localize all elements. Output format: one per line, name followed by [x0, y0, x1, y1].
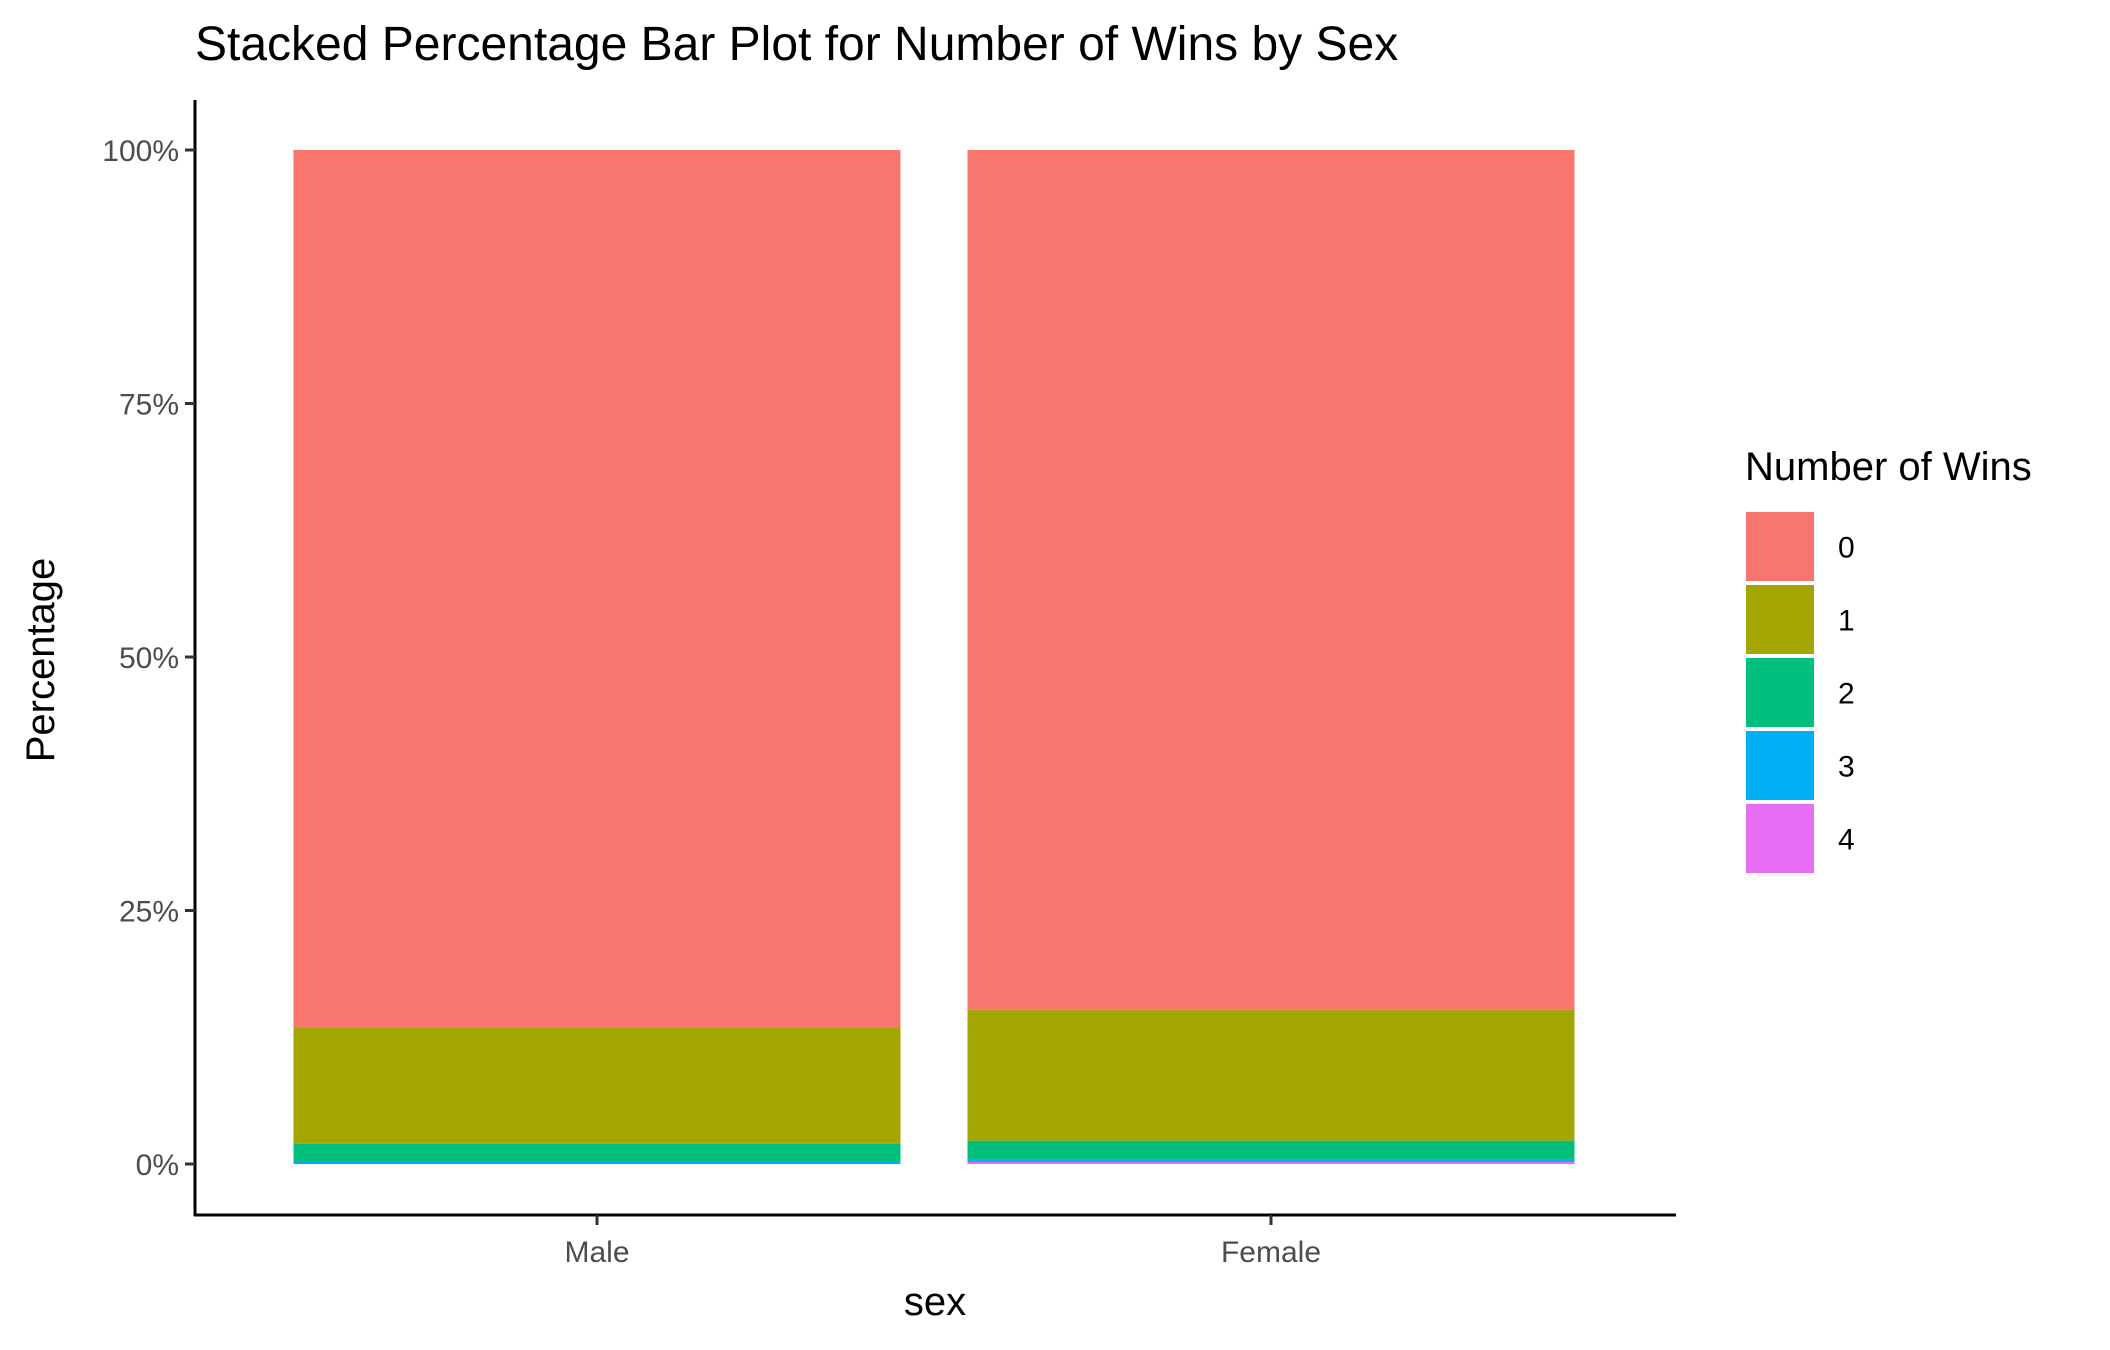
y-tick-label: 25% — [119, 896, 179, 929]
legend-key-3 — [1746, 731, 1814, 800]
legend-label-0: 0 — [1838, 532, 1855, 565]
x-axis-label: sex — [904, 1280, 966, 1324]
y-tick-label: 50% — [119, 642, 179, 675]
bar-segment-male-0 — [293, 150, 901, 1028]
legend-label-1: 1 — [1838, 605, 1855, 638]
bar-segment-female-4 — [967, 1161, 1575, 1164]
legend: 0 1 2 3 4 — [1746, 512, 1855, 873]
legend-key-0 — [1746, 512, 1814, 581]
axes-layer: 0% 25% 50% 75% 100% Male Female — [102, 100, 1676, 1269]
x-tick-label-female: Female — [1221, 1236, 1321, 1269]
chart-title: Stacked Percentage Bar Plot for Number o… — [195, 18, 1398, 71]
legend-title: Number of Wins — [1745, 445, 2032, 489]
bar-segment-female-2 — [967, 1140, 1575, 1160]
bar-segment-male-3 — [293, 1161, 901, 1164]
legend-label-3: 3 — [1838, 751, 1855, 784]
legend-key-4 — [1746, 804, 1814, 873]
legend-key-2 — [1746, 658, 1814, 727]
bar-segment-female-0 — [967, 150, 1575, 1010]
bar-segment-female-3 — [967, 1159, 1575, 1162]
x-tick-label-male: Male — [564, 1236, 629, 1269]
bar-segment-female-1 — [967, 1009, 1575, 1141]
bar-segment-male-1 — [293, 1027, 901, 1144]
legend-label-4: 4 — [1838, 824, 1855, 857]
y-tick-label: 0% — [136, 1149, 179, 1182]
legend-label-2: 2 — [1838, 678, 1855, 711]
legend-key-1 — [1746, 585, 1814, 654]
bar-segment-male-2 — [293, 1143, 901, 1162]
bars-layer — [293, 150, 1575, 1164]
y-axis-label: Percentage — [19, 558, 63, 763]
y-tick-label: 100% — [102, 135, 179, 168]
y-tick-label: 75% — [119, 389, 179, 422]
